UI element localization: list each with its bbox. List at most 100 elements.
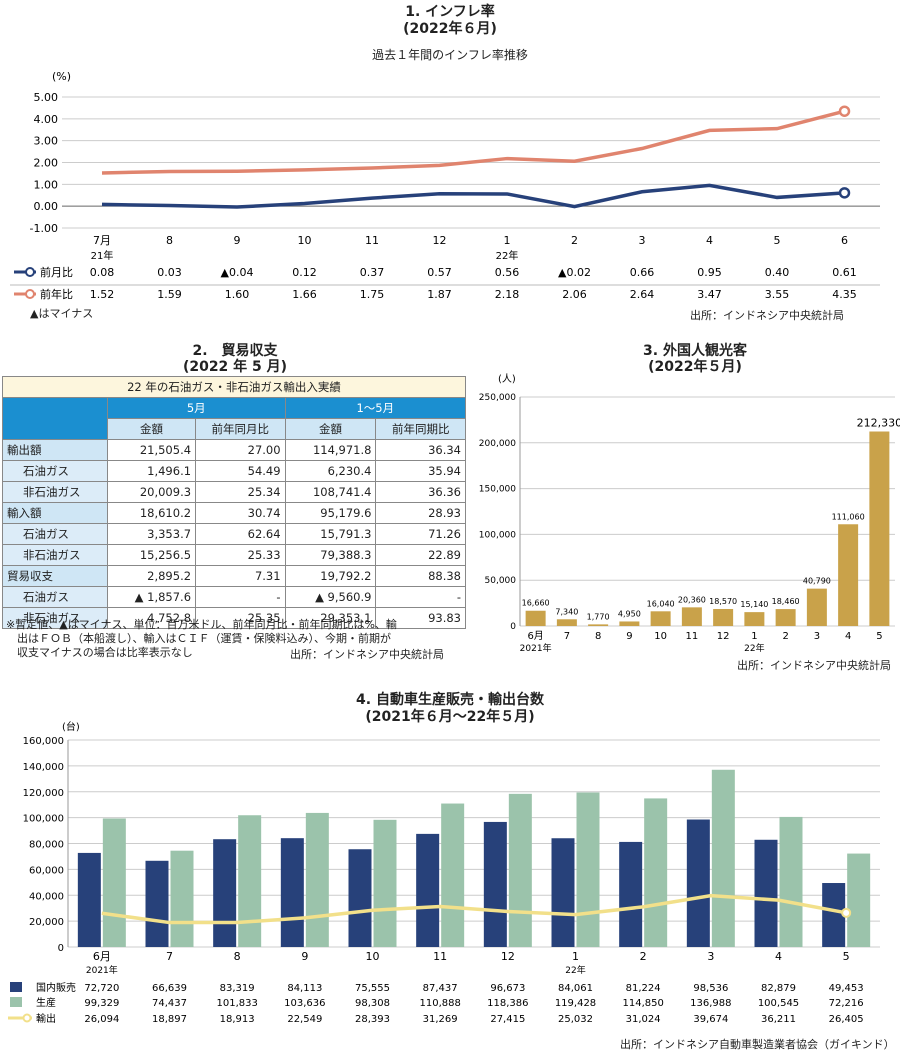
trade-cell: - <box>195 586 286 608</box>
inflation-line-mom <box>101 183 845 209</box>
autos-xtick: 4 <box>775 950 782 963</box>
tourists-data-label: 18,460 <box>772 597 800 606</box>
autos-row-value: 84,113 <box>287 983 322 994</box>
trade-row-label: 輸入額 <box>2 502 108 524</box>
autos-ytick: 60,000 <box>29 865 64 876</box>
autos-ytick: 20,000 <box>29 917 64 928</box>
autos-bar-domestic <box>686 819 710 947</box>
trade-row: 非石油ガス 15,256.5 25.33 79,388.3 22.89 <box>2 544 466 566</box>
inflation-row-value: 1.66 <box>292 288 317 301</box>
autos-row-value: 31,269 <box>423 1014 458 1025</box>
autos-bar-domestic <box>77 852 101 947</box>
autos-year-label: 22年 <box>565 964 585 976</box>
inflation-row-value: 0.61 <box>832 266 857 279</box>
autos-row-value: 82,879 <box>761 983 796 994</box>
autos-unit: (台) <box>62 720 80 733</box>
autos-bar-domestic <box>348 849 372 947</box>
tourists-bar <box>525 610 546 626</box>
trade-subtitle: (2022 年 5 月) <box>182 359 288 375</box>
trade-cell: 30.74 <box>195 502 286 524</box>
tourists-bar <box>744 612 765 626</box>
trade-cell: 88.38 <box>375 565 466 587</box>
trade-note-line: ※暫定値、▲はマイナス、単位：百万米ドル、前年同月比・前年同期比は%、輸 <box>6 618 397 631</box>
autos-xtick: 2 <box>640 950 647 963</box>
trade-cell: 62.64 <box>195 523 286 545</box>
tourists-year-label: 2021年 <box>520 642 552 654</box>
trade-row: 輸入額 18,610.2 30.74 95,179.6 28.93 <box>2 502 466 524</box>
autos-row-value: 18,897 <box>152 1014 187 1025</box>
tourists-xtick: 1 <box>751 631 757 642</box>
trade-cell: 114,971.8 <box>284 439 377 461</box>
tourists-xtick: 10 <box>654 631 667 642</box>
inflation-xtick: 2 <box>571 234 578 247</box>
autos-xtick: 7 <box>166 950 173 963</box>
trade-cell: 35.94 <box>375 460 466 482</box>
autos-legend-swatch <box>10 982 22 992</box>
inflation-row-value: 1.75 <box>360 288 385 301</box>
tourists-source: 出所：インドネシア中央統計局 <box>737 659 891 672</box>
autos-xtick: 11 <box>433 950 447 963</box>
autos-bar-domestic <box>822 883 846 947</box>
trade-cell: 3,353.7 <box>106 523 197 545</box>
inflation-xtick: 4 <box>706 234 713 247</box>
inflation-caption: 過去１年間のインフレ率推移 <box>372 48 528 62</box>
autos-row-value: 98,308 <box>355 998 390 1009</box>
autos-ytick: 120,000 <box>23 788 64 799</box>
trade-row-label: 貿易収支 <box>2 565 108 587</box>
inflation-note: ▲はマイナス <box>30 307 94 320</box>
trade-note-line: 出はＦＯＢ（本船渡し）、輸入はＣＩＦ（運賃・保険料込み）、今期・前期が <box>6 632 391 645</box>
trade-cell: 25.35 <box>195 607 286 629</box>
inflation-row-value: 2.06 <box>562 288 587 301</box>
trade-corner <box>2 397 108 440</box>
autos-legend-label: 輸出 <box>36 1012 56 1025</box>
inflation-row-value: 1.87 <box>427 288 452 301</box>
tourists-data-label: 212,330 <box>857 417 900 430</box>
autos-bar-production <box>576 792 600 947</box>
inflation-row-value: 0.03 <box>157 266 182 279</box>
trade-cell: ▲ 1,857.6 <box>106 586 197 608</box>
tourists-xtick: 7 <box>564 631 570 642</box>
tourists-bar <box>775 609 796 626</box>
autos-row-value: 100,545 <box>758 998 799 1009</box>
inflation-row-value: 0.12 <box>292 266 317 279</box>
autos-row-value: 119,428 <box>555 998 596 1009</box>
trade-row: 石油ガス ▲ 1,857.6- ▲ 9,560.9- <box>2 586 466 608</box>
tourists-data-label: 4,950 <box>618 609 641 618</box>
tourists-bar <box>588 624 609 626</box>
trade-cell: 15,256.5 <box>106 544 197 566</box>
autos-bar-production <box>508 793 532 947</box>
autos-bar-domestic <box>619 841 643 947</box>
autos-ytick: 80,000 <box>29 840 64 851</box>
autos-row-value: 114,850 <box>622 998 663 1009</box>
trade-cell: 7.31 <box>195 565 286 587</box>
autos-row-value: 101,833 <box>216 998 257 1009</box>
autos-bar-domestic <box>213 839 237 947</box>
autos-bar-production <box>711 769 735 947</box>
tourists-xtick: 6月 <box>527 630 543 642</box>
inflation-row-value: 4.35 <box>832 288 857 301</box>
inflation-ytick: 0.00 <box>34 200 59 213</box>
trade-row-label: 石油ガス <box>2 586 108 608</box>
trade-cell: 93.83 <box>375 607 466 629</box>
tourists-data-label: 15,140 <box>740 600 768 609</box>
inflation-row-value: ▲0.02 <box>558 266 591 279</box>
autos-bar-domestic <box>551 838 575 947</box>
inflation-row-value: 0.95 <box>697 266 722 279</box>
tourists-data-label: 40,790 <box>803 577 831 586</box>
autos-legend-marker <box>22 1013 32 1023</box>
autos-row-value: 49,453 <box>829 983 864 994</box>
trade-cell: 4,752.8 <box>106 607 197 629</box>
trade-cell: 19,792.2 <box>284 565 377 587</box>
autos-bar-production <box>305 812 329 947</box>
trade-row-label: 非石油ガス <box>2 607 108 629</box>
inflation-legend-label: 前月比 <box>40 265 73 279</box>
trade-note: ※暫定値、▲はマイナス、単位：百万米ドル、前年同月比・前年同期比は%、輸 出はＦ… <box>6 618 476 660</box>
autos-ytick: 100,000 <box>23 814 64 825</box>
tourists-data-label: 1,770 <box>587 612 610 621</box>
autos-legend-swatch <box>10 997 22 1007</box>
trade-col-head: 前年同期比 <box>375 418 466 440</box>
trade-row-label: 石油ガス <box>2 460 108 482</box>
inflation-row-value: 2.64 <box>630 288 655 301</box>
trade-cell: 1,496.1 <box>106 460 197 482</box>
